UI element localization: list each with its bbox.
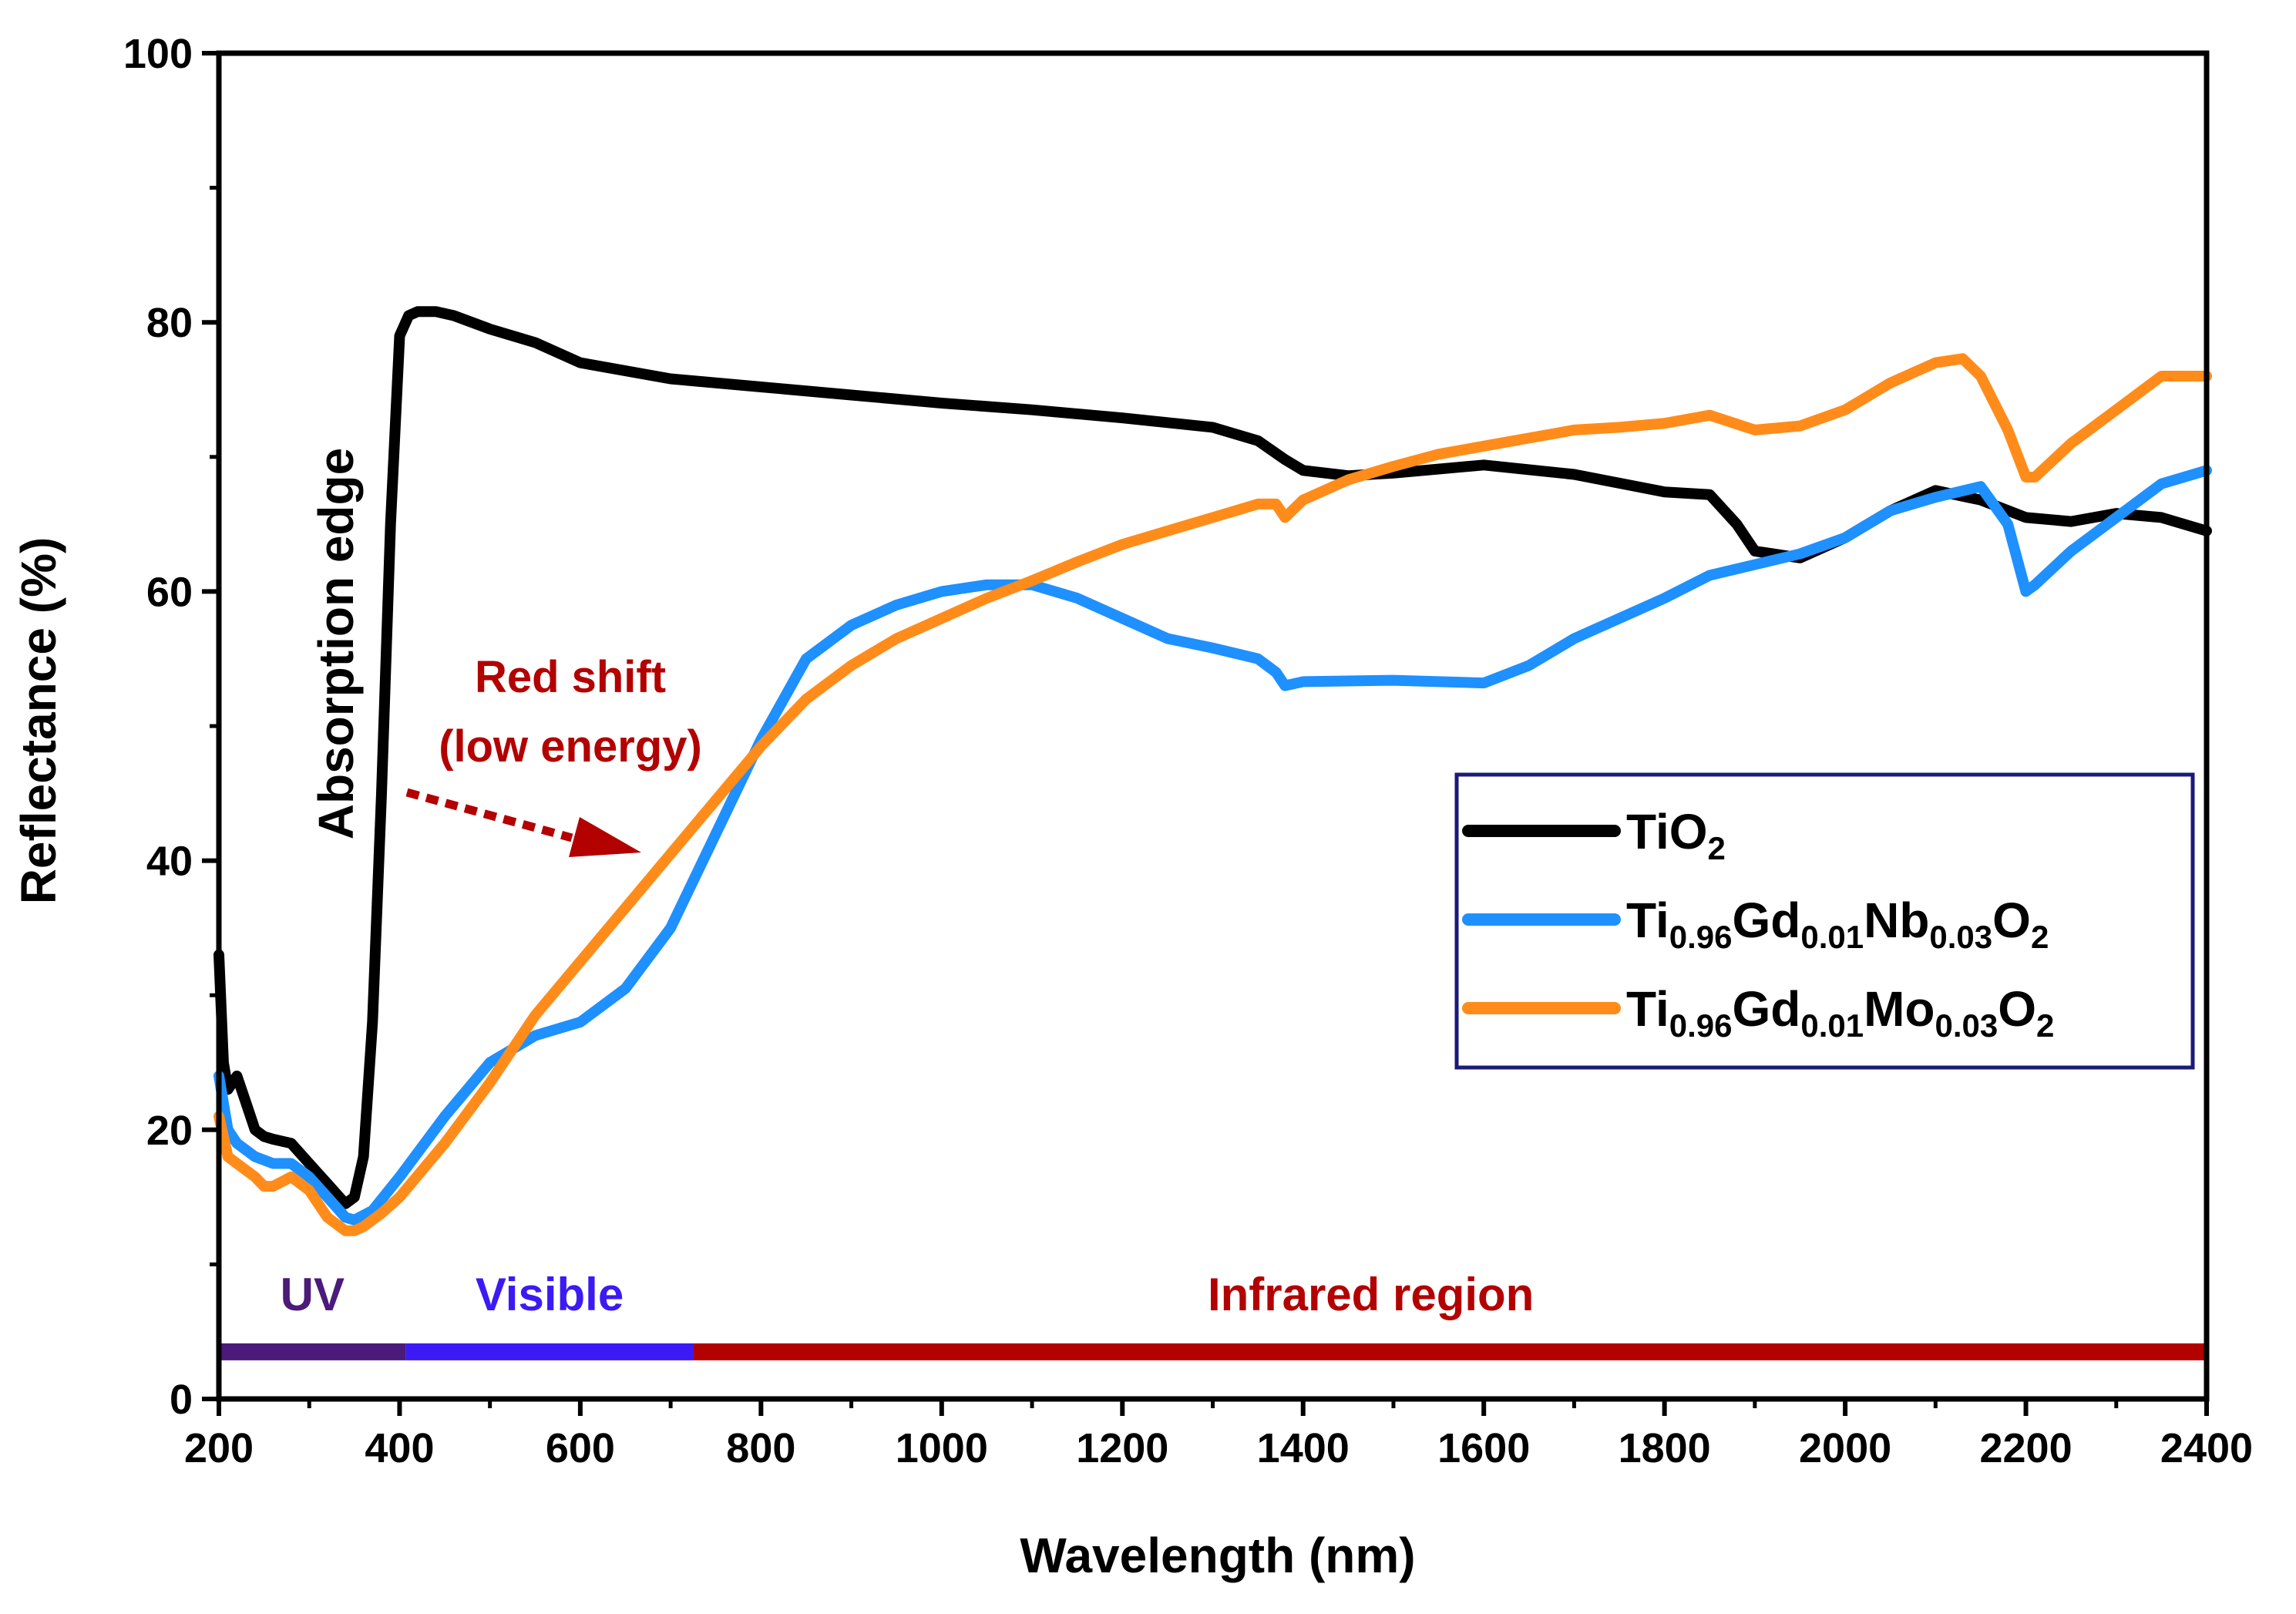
legend-label-base: TiO <box>1626 804 1708 859</box>
legend-subscript: 0.96 <box>1669 1007 1733 1044</box>
x-tick-label: 600 <box>546 1425 615 1471</box>
legend-element: O <box>1998 981 2036 1037</box>
y-axis-title: Reflectance (%) <box>11 537 66 905</box>
x-tick-label: 200 <box>184 1425 254 1471</box>
legend-label-0: TiO2 <box>1626 804 1726 866</box>
legend-subscript: 2 <box>2031 919 2049 955</box>
red-shift-label: Red shift <box>475 652 666 702</box>
legend-subscript: 0.96 <box>1669 919 1733 955</box>
y-tick-label: 40 <box>146 839 193 885</box>
absorption-edge-label: Absorption edge <box>308 448 364 839</box>
series-line-1 <box>213 465 2212 1226</box>
x-tick-label: 1400 <box>1257 1425 1350 1471</box>
legend-subscript: 0.01 <box>1800 919 1864 955</box>
y-tick-label: 60 <box>146 569 193 615</box>
legend: TiO2Ti0.96Gd0.01Nb0.03O2Ti0.96Gd0.01Mo0.… <box>1454 772 2195 1070</box>
legend-element: Nb <box>1864 893 1929 948</box>
legend-element: Gd <box>1732 893 1800 948</box>
legend-element: O <box>1992 893 2031 948</box>
region-label-infrared-region: Infrared region <box>1208 1269 1534 1320</box>
legend-element: Mo <box>1864 981 1935 1037</box>
legend-subscript: 0.03 <box>1935 1007 1998 1044</box>
y-tick-label: 100 <box>123 31 193 77</box>
region-label-uv: UV <box>281 1269 345 1320</box>
legend-subscript: 2 <box>2036 1007 2054 1044</box>
x-tick-label: 2400 <box>2160 1425 2253 1471</box>
x-tick-label: 1000 <box>896 1425 988 1471</box>
region-label-visible: Visible <box>476 1269 624 1320</box>
red-shift-sublabel: (low energy) <box>439 721 702 772</box>
x-tick-label: 1600 <box>1437 1425 1530 1471</box>
legend-subscript: 0.01 <box>1800 1007 1864 1044</box>
plot-layer: UV Visible Infrared region <box>213 306 2212 1360</box>
x-tick-label: 400 <box>365 1425 434 1471</box>
legend-element: Gd <box>1732 981 1800 1037</box>
x-tick-label: 2200 <box>1979 1425 2072 1471</box>
legend-label-base: Ti <box>1626 981 1669 1037</box>
legend-label-2: Ti0.96Gd0.01Mo0.03O2 <box>1626 981 2054 1044</box>
y-tick-label: 80 <box>146 300 193 346</box>
series-line-2 <box>213 353 2212 1236</box>
axes-layer: 200 400 600 800 1000 1200 1400 1600 1800 2000 2200… <box>123 31 2253 1471</box>
legend-label-1: Ti0.96Gd0.01Nb0.03O2 <box>1626 893 2049 955</box>
x-axis-title: Wavelength (nm) <box>1020 1528 1415 1583</box>
x-tick-label: 1200 <box>1076 1425 1168 1471</box>
red-shift-arrow <box>405 788 641 857</box>
y-tick-label: 20 <box>146 1108 193 1154</box>
x-tick-label: 800 <box>726 1425 795 1471</box>
legend-label-base: Ti <box>1626 893 1669 948</box>
legend-subscript: 0.03 <box>1929 919 1992 955</box>
legend-subscript: 2 <box>1708 830 1726 866</box>
x-tick-label: 1800 <box>1619 1425 1711 1471</box>
x-tick-label: 2000 <box>1799 1425 1891 1471</box>
y-tick-label: 0 <box>170 1377 193 1423</box>
